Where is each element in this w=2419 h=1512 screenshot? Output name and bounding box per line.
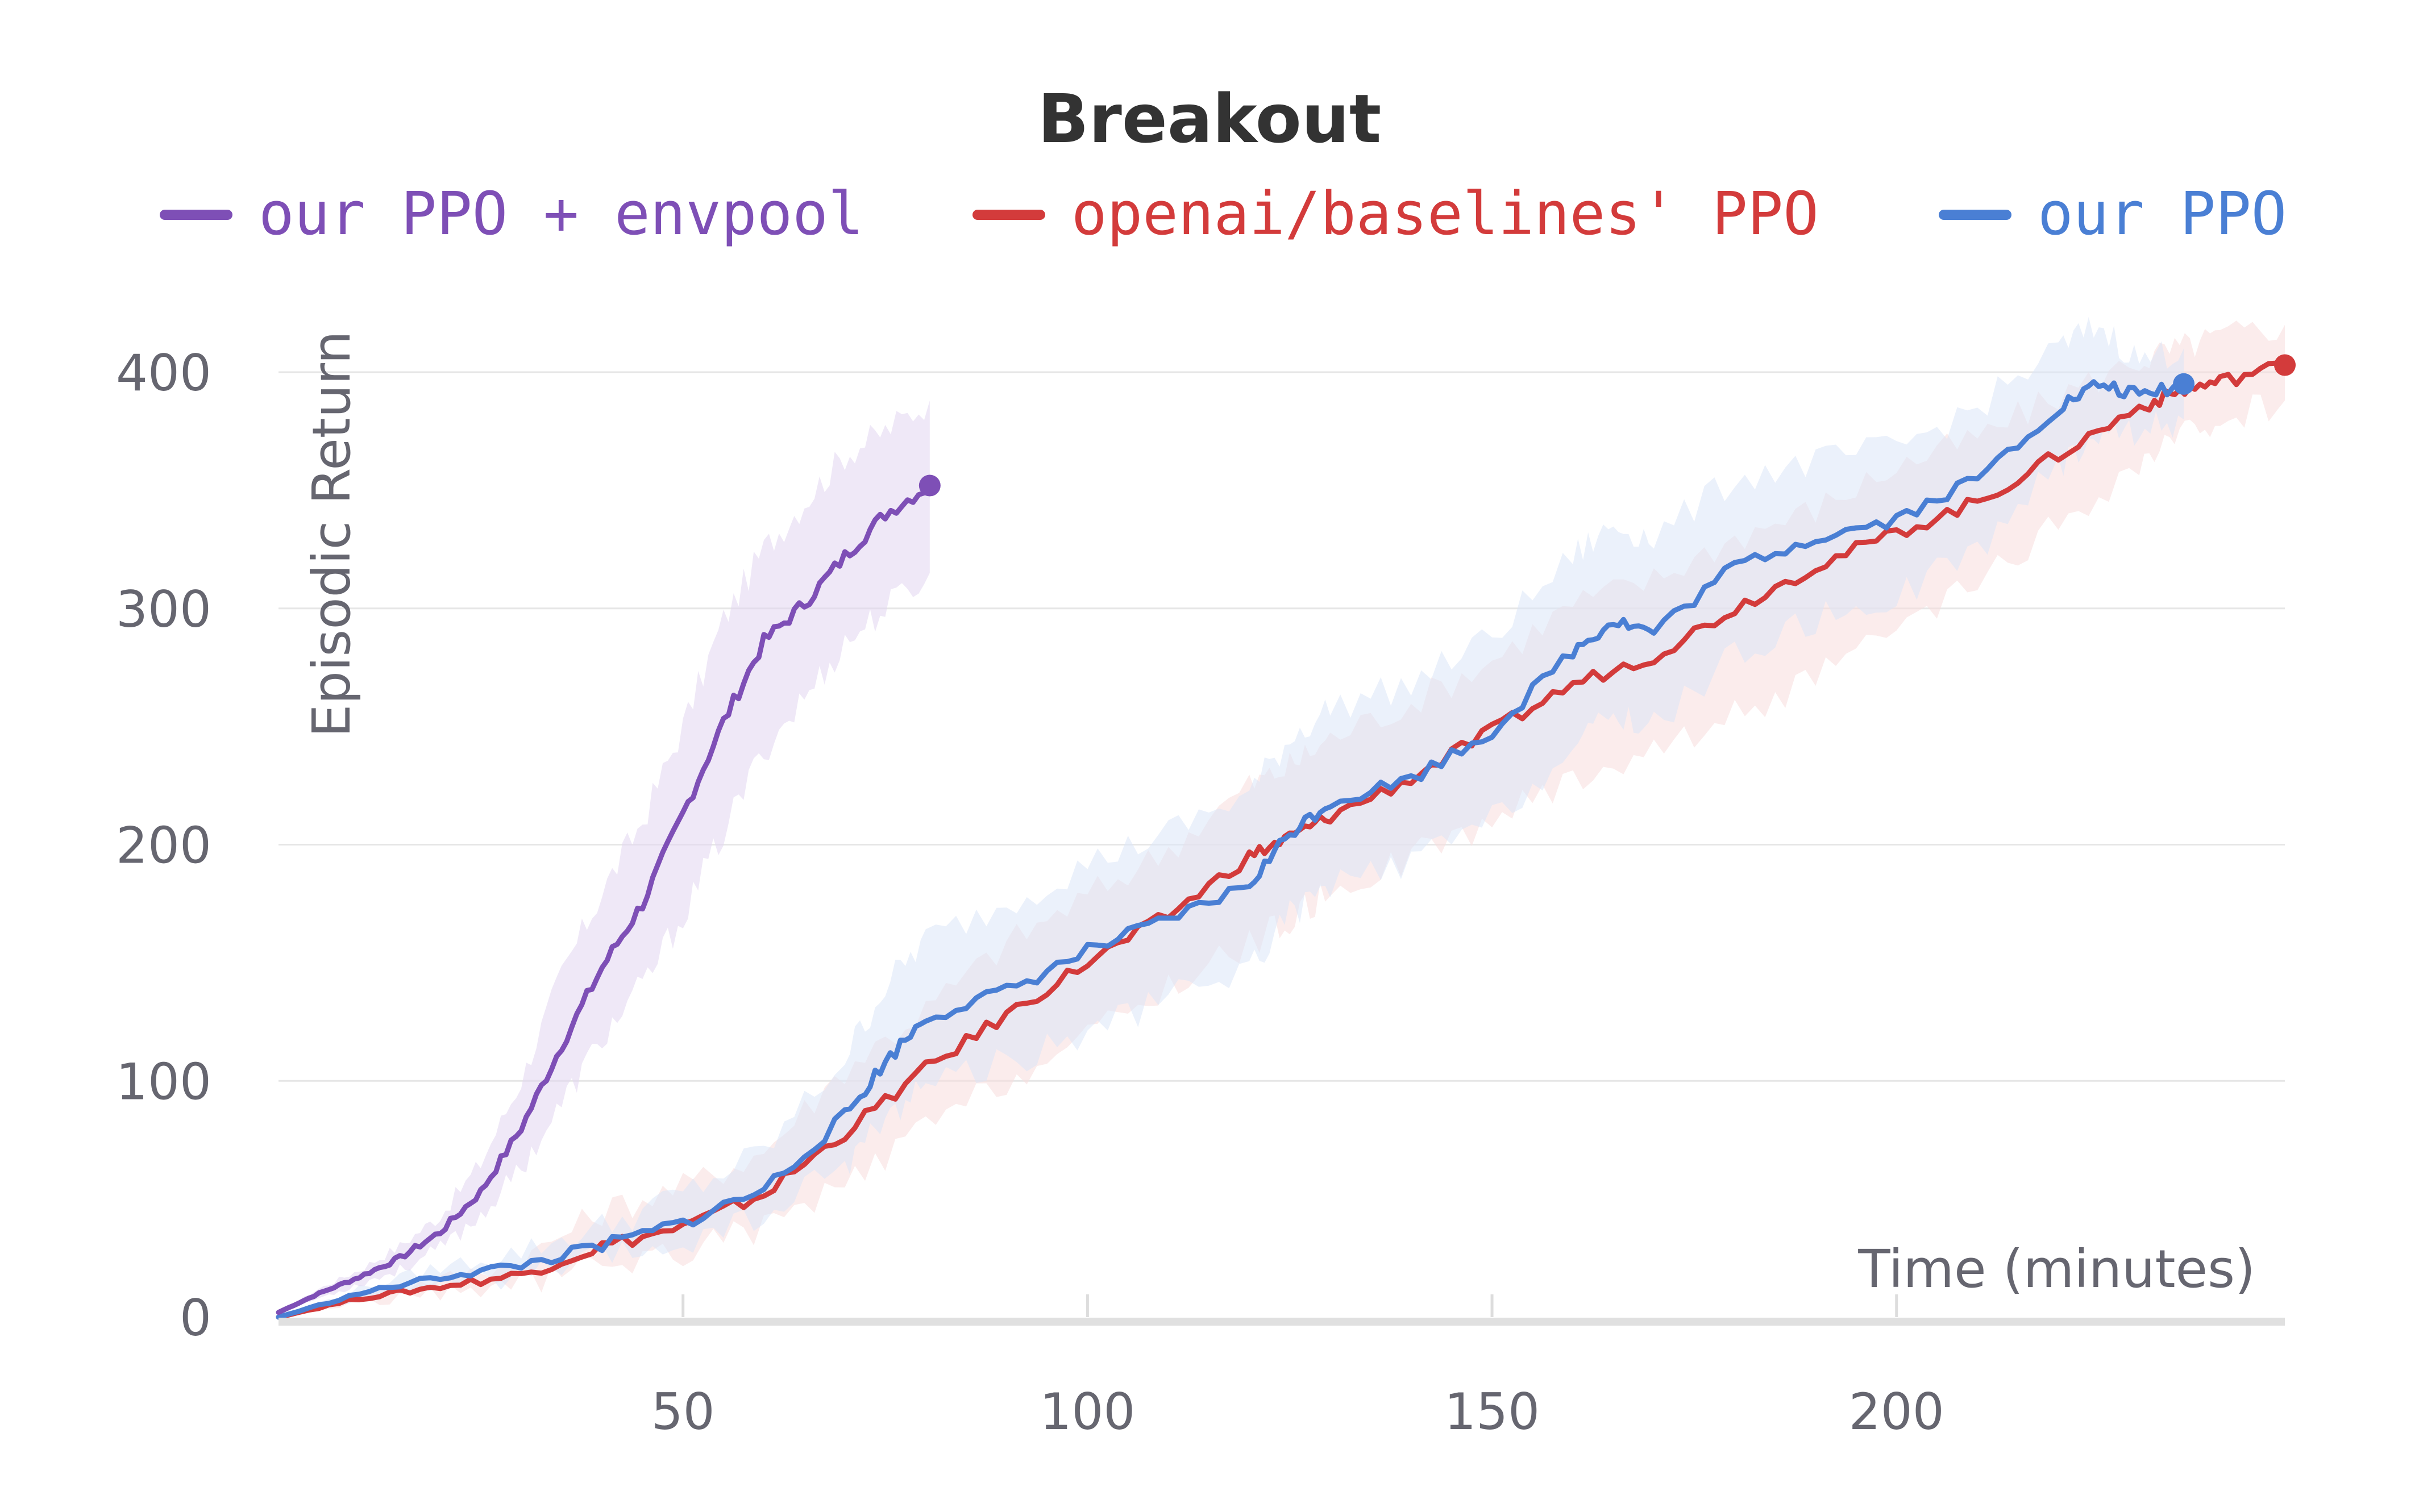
series-endpoint-0 bbox=[918, 474, 941, 497]
x-axis-label: Time (minutes) bbox=[1857, 1239, 2255, 1299]
chart-title: Breakout bbox=[1038, 80, 1382, 158]
x-tick-label-100: 100 bbox=[1040, 1382, 1135, 1441]
y-tick-label-400: 400 bbox=[116, 344, 211, 402]
legend-item-2: our PPO bbox=[1939, 179, 2287, 248]
series-endpoints bbox=[918, 354, 2296, 497]
y-axis: 0 100 200 300 400 bbox=[116, 344, 211, 1347]
band-0 bbox=[279, 400, 930, 1313]
band-2 bbox=[279, 316, 2184, 1318]
x-axis: 50 100 150 200 bbox=[279, 1294, 2285, 1441]
confidence-bands bbox=[279, 316, 2285, 1318]
series-line-1 bbox=[276, 360, 2288, 1320]
x-tick-label-200: 200 bbox=[1849, 1382, 1944, 1441]
legend-item-1: openai/baselines' PPO bbox=[972, 179, 1819, 248]
series-endpoint-2 bbox=[2173, 373, 2195, 395]
y-tick-label-0: 0 bbox=[180, 1289, 211, 1347]
legend-label-1: openai/baselines' PPO bbox=[1071, 179, 1819, 248]
y-tick-label-300: 300 bbox=[116, 580, 211, 639]
series-line-0 bbox=[276, 483, 933, 1315]
y-tick-label-100: 100 bbox=[116, 1052, 211, 1111]
x-tick-label-50: 50 bbox=[651, 1382, 715, 1441]
legend-item-0: our PPO + envpool bbox=[160, 179, 863, 248]
series-endpoint-1 bbox=[2274, 354, 2296, 376]
legend: our PPO + envpool openai/baselines' PPO ou… bbox=[160, 179, 2287, 248]
legend-label-0: our PPO + envpool bbox=[259, 179, 863, 248]
x-tick-label-150: 150 bbox=[1444, 1382, 1540, 1441]
y-tick-label-200: 200 bbox=[116, 817, 211, 875]
series-line-2 bbox=[276, 379, 2187, 1320]
legend-label-2: our PPO bbox=[2038, 179, 2287, 248]
series-lines bbox=[276, 360, 2288, 1320]
y-axis-label: Episodic Return bbox=[301, 331, 362, 737]
